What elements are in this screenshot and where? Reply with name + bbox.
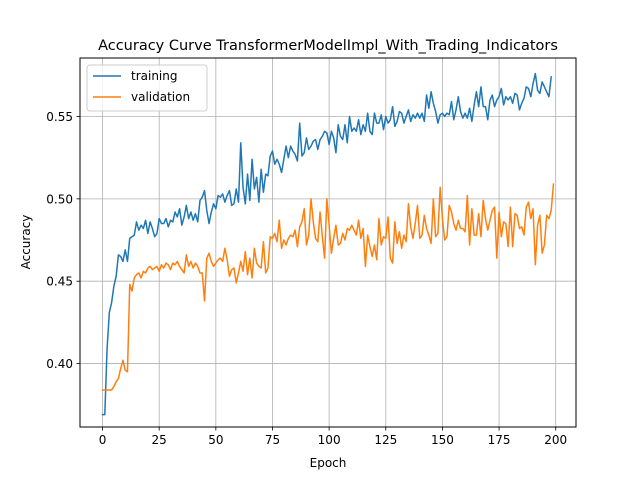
grid-lines [80,58,576,427]
x-tick-label: 175 [488,433,511,447]
chart-title: Accuracy Curve TransformerModelImpl_With… [98,38,558,54]
y-tick-label: 0.50 [46,192,73,206]
y-tick-label: 0.45 [46,275,73,289]
x-tick-label: 100 [318,433,341,447]
series-line-validation [101,183,555,391]
y-axis-label: Accuracy [19,215,33,270]
x-tick-label: 75 [265,433,280,447]
legend-label-validation: validation [131,90,190,104]
x-tick-label: 0 [99,433,107,447]
x-tick-label: 200 [544,433,567,447]
plot-frame [79,57,577,428]
x-axis-label: Epoch [310,456,347,470]
y-tick-label: 0.55 [46,110,73,124]
y-tick-label: 0.40 [46,357,73,371]
x-tick-label: 125 [374,433,397,447]
x-tick-label: 50 [208,433,223,447]
x-tick-label: 25 [152,433,167,447]
axis-ticks: 0 25 50 75 100 125 150 175 200 0.40 0.45 0.50 0.55 [46,110,567,447]
series-layer [101,72,555,416]
series-line-training [101,72,553,416]
legend: training validation [86,64,208,112]
x-tick-label: 150 [431,433,454,447]
legend-label-training: training [131,69,178,83]
